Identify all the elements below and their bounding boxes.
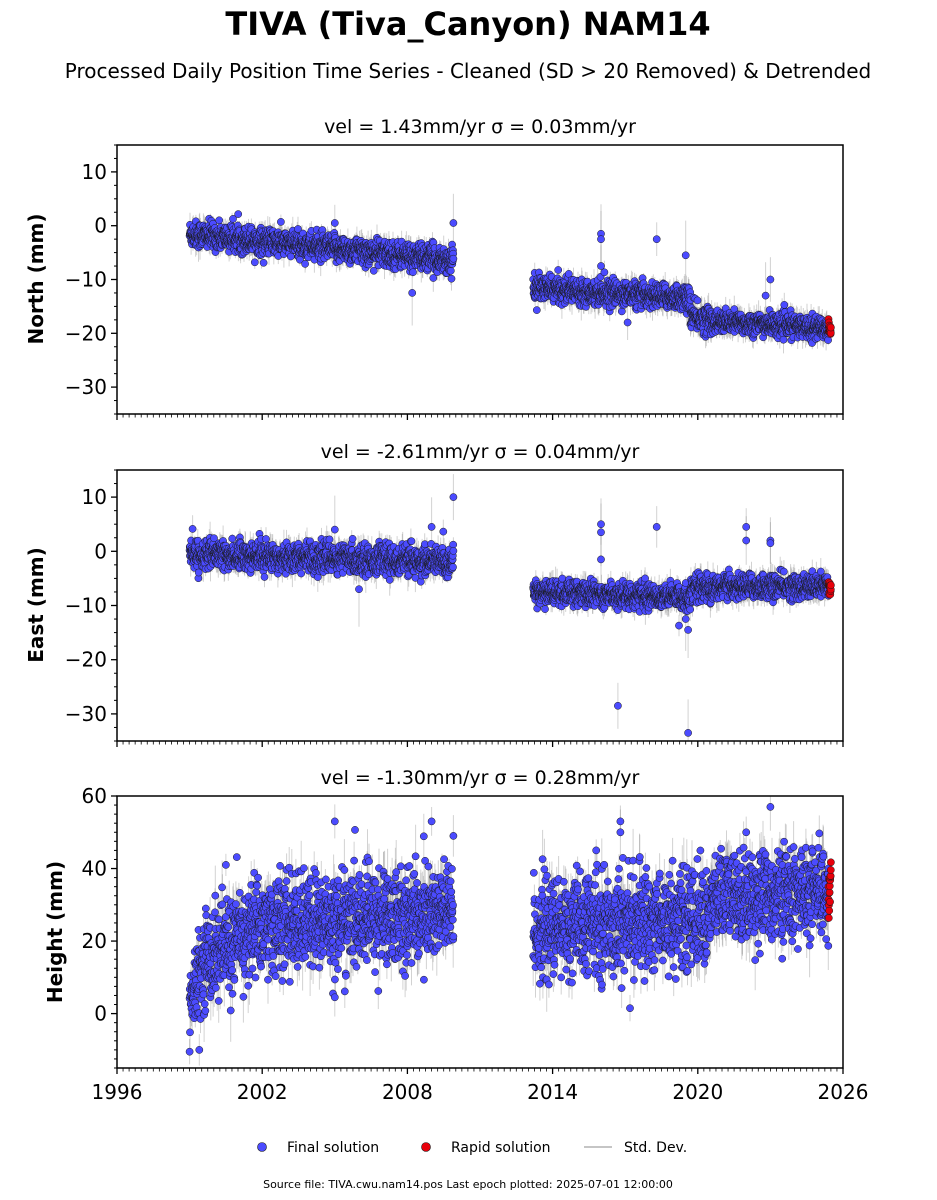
final-solution-point bbox=[597, 235, 605, 244]
final-solution-point bbox=[779, 335, 788, 344]
panel-east-title: vel = -2.61mm/yr σ = 0.04mm/yr bbox=[321, 441, 640, 463]
final-solution-point bbox=[600, 268, 609, 277]
final-solution-point bbox=[369, 266, 378, 275]
final-solution-point bbox=[277, 218, 285, 226]
panel-north-plot: 10 0 −10 −20 −30 bbox=[65, 144, 844, 420]
final-solution-point bbox=[761, 291, 770, 300]
final-solution-point bbox=[554, 266, 563, 274]
final-solution-point bbox=[234, 210, 243, 218]
final-solution-point bbox=[449, 219, 458, 227]
panel-east-plot: 100−10−20−30 bbox=[65, 469, 844, 747]
final-solution-points bbox=[185, 210, 833, 347]
final-solution-point bbox=[532, 306, 541, 314]
final-solution-point bbox=[294, 225, 302, 233]
final-solution-point bbox=[623, 318, 632, 327]
final-solution-point bbox=[229, 215, 237, 223]
panel-east: vel = -2.61mm/yr σ = 0.04mm/yr East (mm)… bbox=[24, 441, 844, 747]
final-solution-point bbox=[652, 235, 661, 244]
final-solution-point bbox=[766, 275, 775, 284]
panel-east-ylabel: East (mm) bbox=[24, 547, 48, 663]
y-tick-label: −10 bbox=[65, 268, 107, 292]
final-solution-point bbox=[330, 219, 339, 227]
final-solution-point bbox=[447, 274, 456, 283]
final-solution-point bbox=[617, 307, 626, 316]
rapid-solution-point bbox=[827, 323, 835, 332]
final-solution-point bbox=[250, 258, 259, 267]
final-solution-point bbox=[259, 258, 268, 267]
y-tick-label: 10 bbox=[82, 160, 107, 184]
std-dev-bars bbox=[189, 474, 829, 741]
final-solution-point bbox=[693, 296, 702, 305]
final-solution-point bbox=[409, 268, 417, 277]
final-solution-point bbox=[215, 216, 224, 225]
panel-north-title: vel = 1.43mm/yr σ = 0.03mm/yr bbox=[324, 116, 636, 138]
final-solution-point bbox=[301, 260, 309, 268]
final-solution-point bbox=[597, 262, 605, 270]
y-tick-label: −30 bbox=[65, 375, 107, 399]
plot-frame bbox=[116, 144, 844, 415]
final-solution-point bbox=[408, 289, 417, 297]
rapid-solution-points bbox=[824, 315, 835, 338]
y-tick-label: 0 bbox=[94, 214, 107, 238]
final-solution-point bbox=[681, 251, 690, 260]
final-solution-point bbox=[449, 254, 458, 263]
figure-title: TIVA (Tiva_Canyon) NAM14 bbox=[225, 5, 710, 43]
panel-north: vel = 1.43mm/yr σ = 0.03mm/yr North (mm)… bbox=[24, 116, 844, 420]
final-solution-point bbox=[446, 266, 455, 275]
panel-north-ylabel: North (mm) bbox=[24, 213, 48, 344]
final-solution-point bbox=[780, 301, 789, 309]
figure-subtitle: Processed Daily Position Time Series - C… bbox=[65, 59, 871, 83]
y-tick-label: −20 bbox=[65, 321, 107, 345]
